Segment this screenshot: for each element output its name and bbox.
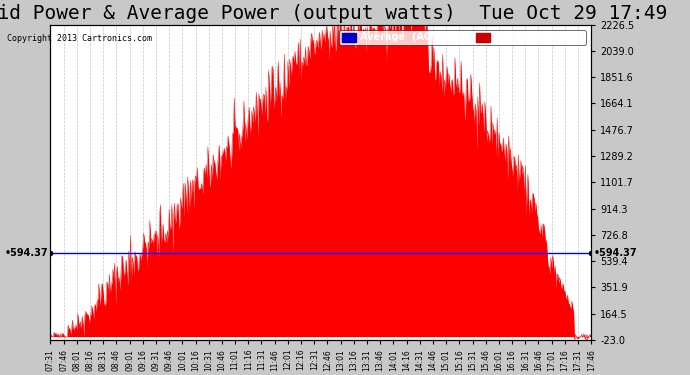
Text: •594.37: •594.37	[4, 248, 48, 258]
Legend: Average  (AC Watts), Grid  (AC Watts): Average (AC Watts), Grid (AC Watts)	[339, 30, 586, 45]
Text: Copyright 2013 Cartronics.com: Copyright 2013 Cartronics.com	[7, 34, 152, 43]
Text: •594.37: •594.37	[594, 248, 638, 258]
Title: Grid Power & Average Power (output watts)  Tue Oct 29 17:49: Grid Power & Average Power (output watts…	[0, 4, 667, 23]
